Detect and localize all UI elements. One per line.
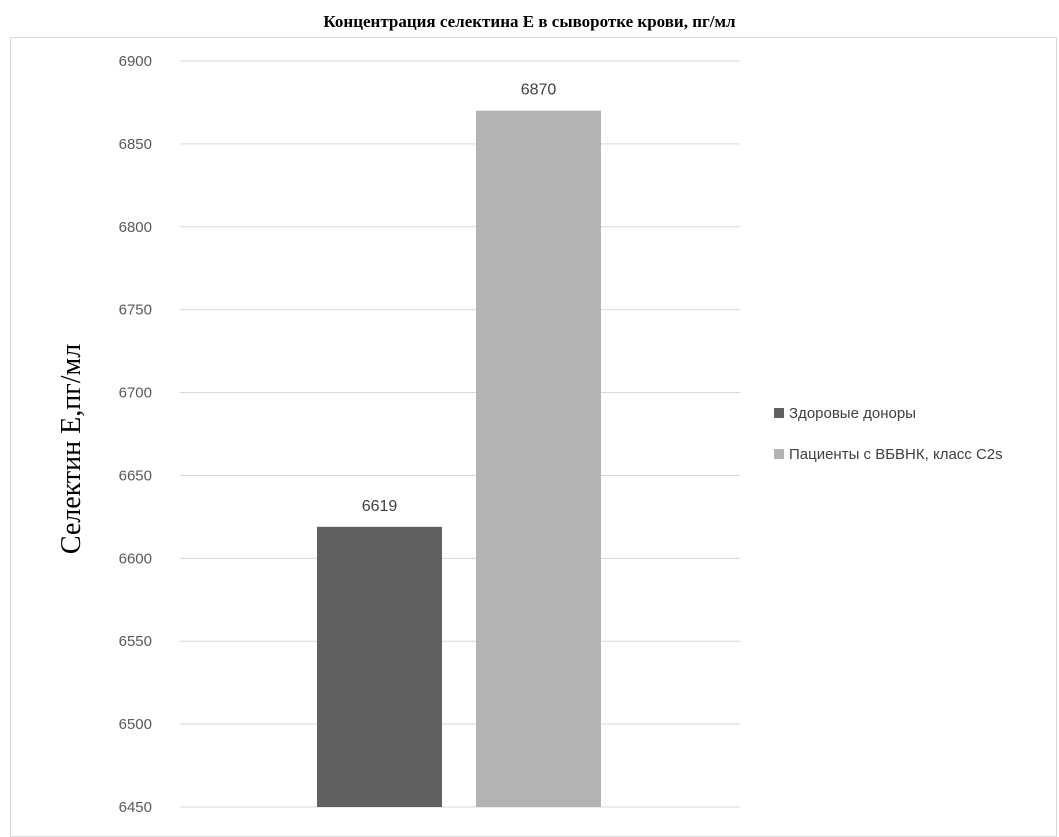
legend-label: Здоровые доноры <box>789 405 916 422</box>
legend: Здоровые доноры Пациенты с ВБВНК, класс C… <box>774 405 1003 463</box>
chart-title: Концентрация селектина Е в сыворотке кро… <box>323 12 736 31</box>
y-tick-label: 6600 <box>119 550 152 567</box>
y-tick-label: 6850 <box>119 136 152 153</box>
legend-swatch <box>774 449 784 459</box>
data-labels: 6619 6870 <box>362 82 557 515</box>
y-tick-label: 6550 <box>119 633 152 650</box>
y-axis-title: Селектин Е,пг/мл <box>56 344 87 554</box>
y-tick-label: 6700 <box>119 385 152 402</box>
bar-data-label: 6619 <box>362 498 398 515</box>
legend-label: Пациенты с ВБВНК, класс C2s <box>789 446 1003 463</box>
bar-data-label: 6870 <box>521 82 557 99</box>
legend-swatch <box>774 408 784 418</box>
bars <box>317 110 601 807</box>
bar <box>317 526 442 807</box>
bar <box>476 110 601 807</box>
y-tick-label: 6750 <box>119 302 152 319</box>
y-tick-label: 6450 <box>119 799 152 816</box>
y-tick-label: 6800 <box>119 219 152 236</box>
y-tick-label: 6650 <box>119 467 152 484</box>
y-tick-label: 6500 <box>119 716 152 733</box>
y-tick-label: 6900 <box>119 53 152 70</box>
y-axis-ticks: 6450 6500 6550 6600 6650 6700 6750 6800 6850 6900 <box>119 53 152 816</box>
gridlines <box>180 60 740 808</box>
